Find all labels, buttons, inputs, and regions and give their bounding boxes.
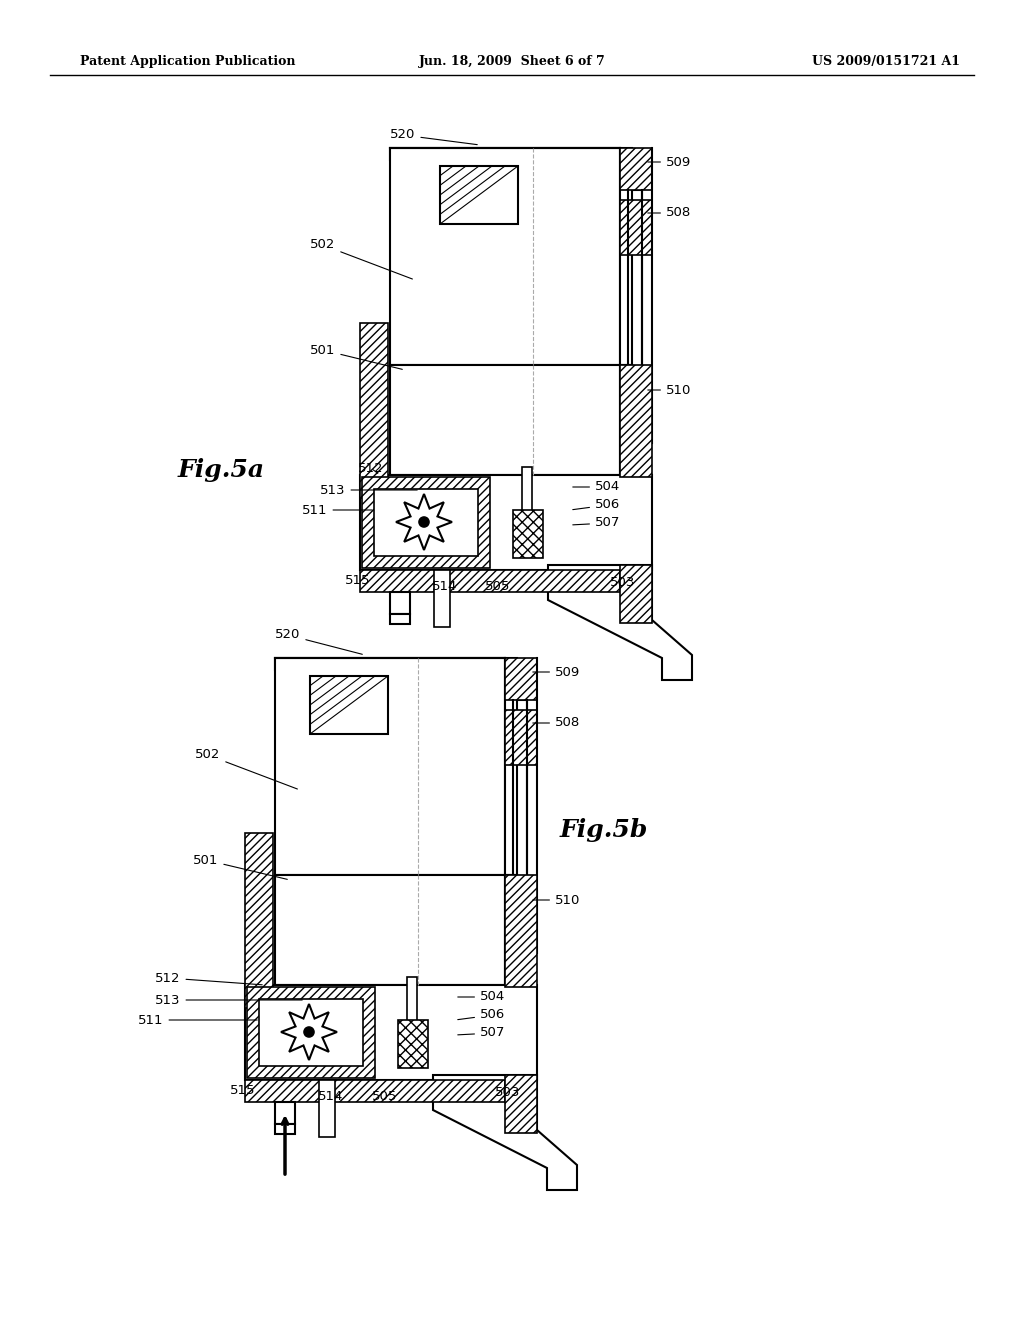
- Bar: [513, 510, 543, 558]
- Bar: [275, 657, 505, 875]
- Bar: [310, 676, 388, 734]
- Text: Fig.5a: Fig.5a: [178, 458, 265, 482]
- Bar: [275, 875, 505, 985]
- Text: 504: 504: [458, 990, 505, 1003]
- Text: 514: 514: [318, 1090, 343, 1104]
- Bar: [390, 591, 410, 614]
- Bar: [628, 190, 642, 436]
- Text: 520: 520: [390, 128, 477, 145]
- Text: 510: 510: [648, 384, 691, 396]
- Text: 503: 503: [610, 576, 635, 589]
- Text: 502: 502: [310, 239, 413, 279]
- Polygon shape: [548, 565, 692, 680]
- Bar: [245, 1080, 505, 1102]
- Bar: [620, 366, 652, 477]
- Text: 504: 504: [572, 480, 621, 494]
- Text: 511: 511: [302, 503, 372, 516]
- Circle shape: [304, 1027, 314, 1038]
- Text: 507: 507: [572, 516, 621, 529]
- Bar: [275, 1102, 295, 1125]
- Bar: [398, 1020, 428, 1068]
- Bar: [505, 1074, 537, 1133]
- Text: 508: 508: [648, 206, 691, 219]
- Bar: [360, 323, 388, 498]
- Text: US 2009/0151721 A1: US 2009/0151721 A1: [812, 55, 961, 69]
- Text: 501: 501: [193, 854, 288, 879]
- Bar: [505, 710, 537, 766]
- Bar: [360, 570, 620, 591]
- Text: Fig.5b: Fig.5b: [560, 818, 648, 842]
- Bar: [245, 985, 537, 1080]
- Text: 506: 506: [458, 1008, 505, 1022]
- Text: 506: 506: [572, 499, 621, 511]
- Bar: [440, 166, 518, 224]
- Bar: [620, 148, 632, 366]
- Bar: [505, 875, 517, 985]
- Text: Patent Application Publication: Patent Application Publication: [80, 55, 296, 69]
- Bar: [620, 366, 632, 475]
- Bar: [275, 1125, 295, 1134]
- Text: 501: 501: [310, 343, 402, 370]
- Bar: [505, 657, 517, 875]
- Bar: [620, 201, 652, 255]
- Bar: [513, 700, 527, 945]
- Bar: [505, 875, 537, 987]
- Text: 509: 509: [648, 156, 691, 169]
- Text: 502: 502: [195, 748, 297, 789]
- Text: 509: 509: [532, 665, 581, 678]
- Text: 520: 520: [275, 628, 362, 655]
- Polygon shape: [281, 1005, 337, 1060]
- Bar: [319, 1080, 335, 1137]
- Bar: [247, 987, 375, 1078]
- Text: 511: 511: [138, 1014, 257, 1027]
- Text: 515: 515: [230, 1084, 256, 1097]
- Bar: [390, 148, 620, 366]
- Text: Jun. 18, 2009  Sheet 6 of 7: Jun. 18, 2009 Sheet 6 of 7: [419, 55, 605, 69]
- Polygon shape: [396, 494, 452, 550]
- Text: 503: 503: [495, 1085, 520, 1098]
- Bar: [360, 475, 652, 570]
- Text: 514: 514: [432, 581, 458, 594]
- Bar: [362, 477, 490, 568]
- Text: 508: 508: [532, 717, 581, 730]
- Bar: [407, 977, 417, 1022]
- Text: 510: 510: [532, 894, 581, 907]
- Bar: [390, 614, 410, 624]
- Text: 515: 515: [345, 573, 371, 586]
- Circle shape: [419, 517, 429, 527]
- Bar: [434, 570, 450, 627]
- Bar: [620, 565, 652, 623]
- Text: 512: 512: [358, 462, 384, 474]
- Polygon shape: [433, 1074, 577, 1191]
- Bar: [505, 657, 537, 700]
- Bar: [620, 148, 652, 190]
- Text: 507: 507: [458, 1027, 506, 1040]
- Text: 505: 505: [372, 1090, 397, 1104]
- Text: 512: 512: [155, 972, 262, 985]
- Text: 505: 505: [485, 581, 510, 594]
- Bar: [374, 488, 478, 556]
- Text: 513: 513: [319, 483, 417, 496]
- Bar: [245, 833, 273, 1008]
- Bar: [522, 467, 532, 512]
- Text: 513: 513: [155, 994, 302, 1006]
- Bar: [275, 657, 505, 671]
- Bar: [390, 148, 620, 160]
- Bar: [259, 999, 362, 1067]
- Bar: [390, 366, 620, 475]
